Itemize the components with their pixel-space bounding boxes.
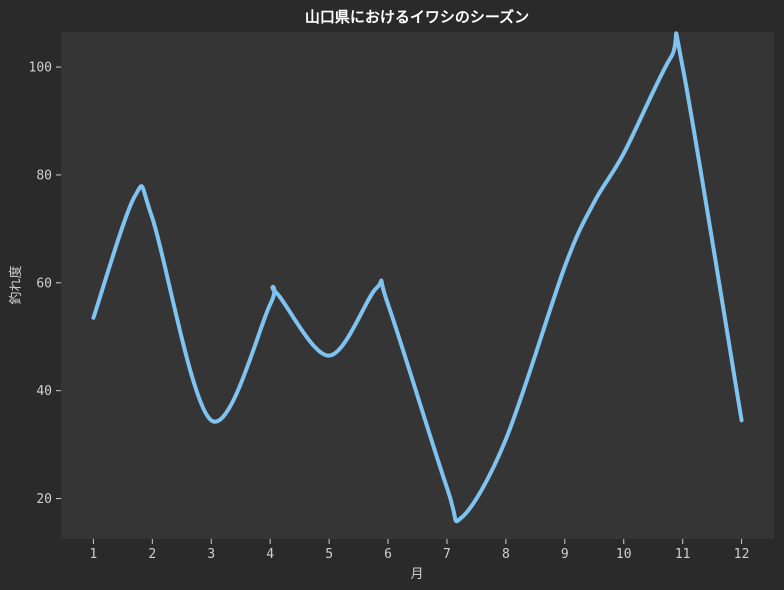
x-tick-label: 2 bbox=[148, 547, 156, 562]
x-tick-label: 1 bbox=[89, 547, 97, 562]
series-line bbox=[91, 31, 744, 524]
x-tick-label: 12 bbox=[734, 547, 750, 562]
y-axis-label: 釣れ度 bbox=[8, 265, 24, 304]
x-tick-label: 5 bbox=[325, 547, 333, 562]
y-tick-label: 20 bbox=[36, 492, 52, 507]
y-tick-label: 100 bbox=[29, 61, 52, 76]
x-tick-label: 6 bbox=[384, 547, 392, 562]
x-tick-label: 9 bbox=[561, 547, 569, 562]
x-tick-label: 8 bbox=[502, 547, 510, 562]
y-axis-ticks: 20 40 60 80 100 bbox=[29, 61, 61, 507]
x-tick-label: 3 bbox=[207, 547, 215, 562]
y-tick-label: 40 bbox=[36, 384, 52, 399]
chart-title: 山口県におけるイワシのシーズン bbox=[305, 8, 529, 26]
plot-area bbox=[61, 32, 774, 539]
x-tick-label: 4 bbox=[266, 547, 274, 562]
x-axis-ticks: 1 2 3 4 5 6 7 8 9 10 11 12 bbox=[89, 539, 749, 562]
x-tick-label: 10 bbox=[616, 547, 632, 562]
x-tick-label: 7 bbox=[443, 547, 451, 562]
x-tick-label: 11 bbox=[675, 547, 691, 562]
x-axis-label: 月 bbox=[410, 567, 423, 582]
y-tick-label: 80 bbox=[36, 168, 52, 183]
y-tick-label: 60 bbox=[36, 276, 52, 291]
series-layer bbox=[91, 31, 744, 524]
